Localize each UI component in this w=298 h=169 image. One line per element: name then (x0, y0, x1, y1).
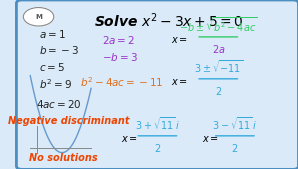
Text: $2$: $2$ (154, 142, 161, 154)
FancyBboxPatch shape (16, 0, 298, 169)
Text: $b^2 - 4ac = -11$: $b^2 - 4ac = -11$ (80, 75, 163, 89)
Text: $3 - \sqrt{11}\,i$: $3 - \sqrt{11}\,i$ (212, 116, 257, 132)
Text: $c = 5$: $c = 5$ (38, 61, 65, 73)
Text: $3 \pm \sqrt{-11}$: $3 \pm \sqrt{-11}$ (194, 59, 243, 75)
Text: $a = 1$: $a = 1$ (38, 28, 65, 40)
Text: $b = -3$: $b = -3$ (38, 44, 78, 56)
Text: Negative discriminant: Negative discriminant (8, 116, 130, 126)
Text: Solve $x^2-3x+5=0$: Solve $x^2-3x+5=0$ (94, 12, 243, 30)
Text: $x=$: $x=$ (122, 134, 139, 144)
Text: $2$: $2$ (215, 84, 222, 96)
Text: $x=$: $x=$ (171, 35, 188, 45)
Text: $-b \pm \sqrt{b^2-4ac}$: $-b \pm \sqrt{b^2-4ac}$ (179, 16, 258, 34)
Text: $x=$: $x=$ (202, 134, 219, 144)
Text: $-b = 3$: $-b = 3$ (102, 51, 138, 63)
Text: $b^2 = 9$: $b^2 = 9$ (38, 77, 72, 91)
Text: $2a$: $2a$ (212, 43, 225, 55)
Text: M: M (35, 14, 42, 20)
Text: $2$: $2$ (231, 142, 238, 154)
Circle shape (23, 8, 54, 26)
Text: $x=$: $x=$ (171, 77, 188, 87)
Text: $3 + \sqrt{11}\,i$: $3 + \sqrt{11}\,i$ (135, 116, 180, 132)
Text: $4ac = 20$: $4ac = 20$ (36, 98, 82, 110)
Text: No solutions: No solutions (29, 153, 98, 163)
Text: $2a = 2$: $2a = 2$ (102, 34, 135, 46)
